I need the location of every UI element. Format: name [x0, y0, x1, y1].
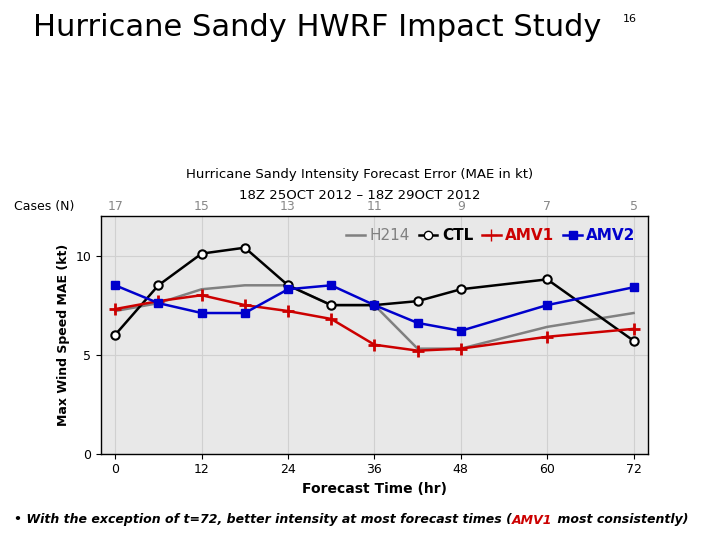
Text: Cases (N): Cases (N) [14, 200, 75, 213]
Text: 18Z 25OCT 2012 – 18Z 29OCT 2012: 18Z 25OCT 2012 – 18Z 29OCT 2012 [239, 189, 481, 202]
X-axis label: Forecast Time (hr): Forecast Time (hr) [302, 482, 447, 496]
Text: 16: 16 [623, 14, 636, 24]
Text: Hurricane Sandy Intensity Forecast Error (MAE in kt): Hurricane Sandy Intensity Forecast Error… [186, 168, 534, 181]
Legend: H214, CTL, AMV1, AMV2: H214, CTL, AMV1, AMV2 [342, 224, 640, 248]
Text: Hurricane Sandy HWRF Impact Study: Hurricane Sandy HWRF Impact Study [32, 14, 601, 43]
Text: most consistently): most consistently) [553, 514, 688, 526]
Text: AMV1: AMV1 [512, 514, 553, 526]
Text: • With the exception of t=72, better intensity at most forecast times (: • With the exception of t=72, better int… [14, 514, 512, 526]
Y-axis label: Max Wind Speed MAE (kt): Max Wind Speed MAE (kt) [57, 244, 70, 426]
